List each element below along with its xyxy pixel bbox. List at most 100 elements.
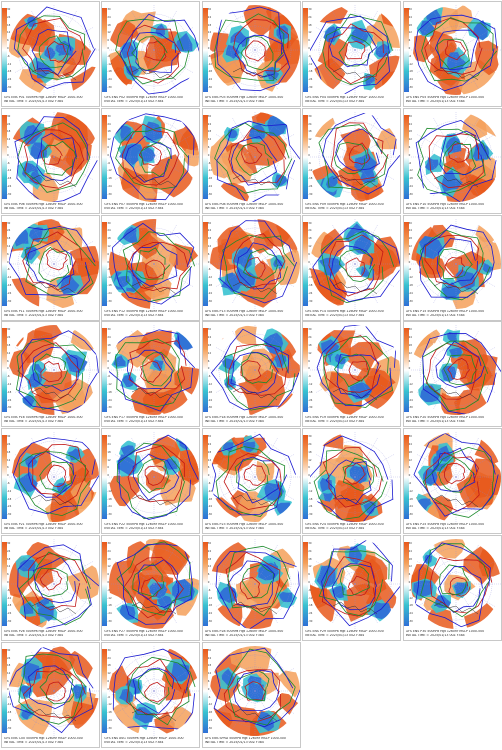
colorbar-label: -18 [408,604,413,608]
height-contour [123,230,196,302]
panel-caption-line1: GFS ENS P19 500hPa Hgt 1260hr MSLP 1000-… [305,416,384,420]
height-contour [42,140,77,176]
colorbar-label: -12 [308,169,313,173]
colorbar-label: -24 [408,612,413,616]
height-contour [236,241,283,290]
panel-caption-line2: INITIAL TIME = 2025/01/13 00Z F384 [405,100,465,103]
meridian-line [455,263,499,289]
colorbar-label: -30 [207,726,213,730]
meridian-line [154,433,180,478]
colorbar-label: 18 [308,23,312,27]
cold-anomaly-core [424,554,432,564]
colorbar-label: 6 [308,252,310,256]
coastline [132,67,177,81]
map-panel: 30 24 18 12 6 0 -6 -12 -18 -24 -30 GFS ENS P27 500h… [101,535,201,641]
meridian-line [254,263,280,307]
colorbar-label: 18 [408,557,412,561]
colorbar-label: 0 [7,581,9,584]
meridian-line [455,370,499,396]
colorbar-label: 18 [207,130,212,134]
colorbar-label: -30 [408,86,413,89]
panel-caption-line1: GFS ENS P21 500hPa Hgt 1260hr MSLP 1000-… [4,523,83,527]
colorbar-label: -24 [107,184,112,188]
meridian-line [53,345,98,371]
height-contour [323,447,383,508]
colorbar-label: 24 [7,549,11,553]
colorbar-label: -24 [7,78,12,82]
colorbar-label: 30 [7,328,11,332]
colorbar [202,648,208,733]
panel-caption-line2: INITIAL TIME = 2025/01/13 00Z F384 [4,740,64,744]
colorbar-label: -30 [7,726,12,730]
colorbar-label: -24 [7,184,12,188]
polar-stereographic-map [9,645,99,736]
colorbar-label: -30 [207,406,213,410]
meridian-line [53,327,80,371]
height-contour [242,247,278,281]
colorbar-label: -12 [207,703,213,707]
colorbar-label: 18 [7,23,11,27]
height-contour [227,648,296,726]
coastline [333,174,378,187]
height-contour [225,551,281,610]
meridian-line [10,370,55,396]
meridian-line [10,665,55,691]
meridian-line [10,477,55,503]
panel-caption-line2: INITIAL TIME = 2025/01/13 00Z F384 [4,527,64,531]
meridian-line [111,370,155,396]
colorbar [403,435,409,520]
colorbar-label: -18 [107,177,112,181]
colorbar-label: -30 [7,513,12,517]
colorbar-label: 30 [207,114,212,118]
colorbar-label: 0 [107,687,110,691]
cold-anomaly-core [176,32,193,52]
colorbar-label: 12 [207,351,212,355]
meridian-line [330,540,356,585]
height-contour [332,563,378,611]
colorbar-label: -30 [408,192,413,196]
colorbar-label: -30 [308,406,313,410]
height-contour [230,135,278,186]
colorbar-label: 18 [207,237,212,241]
height-contour [31,28,77,76]
height-contour [340,564,371,597]
colorbar-label: -6 [408,375,412,379]
height-contour [446,358,470,381]
colorbar-label: 0 [308,367,310,371]
coastline [31,67,77,81]
meridian-line [311,452,356,478]
map-panel: 30 24 18 12 6 0 -6 -12 -18 -24 -30 GFS ENS P26 500h… [1,535,100,641]
colorbar-label: 18 [7,557,11,561]
colorbar-label: 24 [107,336,111,340]
colorbar-label: -18 [308,70,313,74]
colorbar-label: -6 [408,268,412,272]
meridian-line [211,665,255,691]
colorbar-label: -24 [207,612,213,616]
meridian-line [430,263,456,307]
cold-anomaly-core [119,688,134,703]
colorbar-label: 30 [107,8,111,11]
colorbar-label: 24 [308,122,312,126]
meridian-line [254,113,280,157]
colorbar [102,114,108,199]
colorbar-label: 18 [408,343,412,347]
height-contour [39,461,75,494]
colorbar [2,328,7,413]
colorbar-label: 6 [207,359,210,363]
height-contour [117,442,186,520]
height-contour [421,340,488,412]
cold-anomaly-core [332,585,346,599]
meridian-line [154,690,198,716]
meridian-line [129,220,155,264]
meridian-line [154,156,198,182]
polar-stereographic-map [410,539,501,629]
height-contour [335,128,383,171]
colorbar-label: -30 [107,620,112,623]
coastline [132,494,177,508]
cold-anomaly-core [67,448,80,461]
colorbar-label: 12 [107,244,111,248]
height-contour [9,646,94,733]
colorbar-label: -18 [308,283,313,287]
meridian-line [129,49,155,94]
cold-anomaly-core [56,482,68,493]
